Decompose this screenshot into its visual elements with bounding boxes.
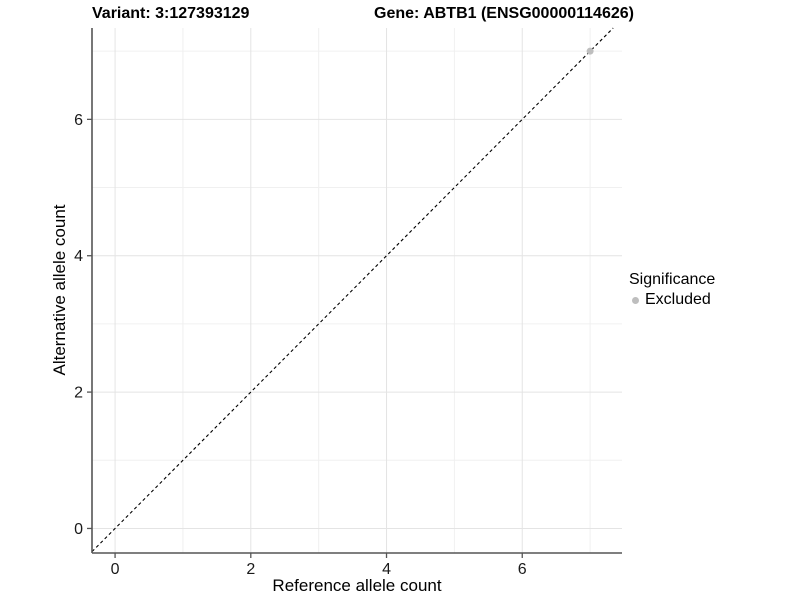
- legend: Significance Excluded: [629, 271, 715, 309]
- gene-title: Gene: ABTB1 (ENSG00000114626): [374, 5, 634, 22]
- y-tick-label: 0: [74, 521, 83, 538]
- x-axis-title: Reference allele count: [272, 576, 442, 595]
- y-tick-label: 2: [74, 385, 83, 402]
- legend-item-excluded: Excluded: [629, 291, 715, 309]
- legend-key-dot-icon: [632, 296, 639, 304]
- variant-title: Variant: 3:127393129: [92, 5, 250, 22]
- data-point-excluded: [586, 47, 594, 55]
- y-tick-label: 6: [74, 112, 83, 129]
- x-tick-label: 6: [518, 561, 527, 578]
- identity-reference-line: [91, 27, 614, 553]
- legend-title: Significance: [629, 271, 716, 288]
- legend-item-label: Excluded: [645, 291, 711, 308]
- x-tick-label: 2: [246, 561, 255, 578]
- y-tick-label: 4: [74, 248, 83, 265]
- x-tick-label: 0: [111, 561, 120, 578]
- x-tick-label: 4: [382, 561, 391, 578]
